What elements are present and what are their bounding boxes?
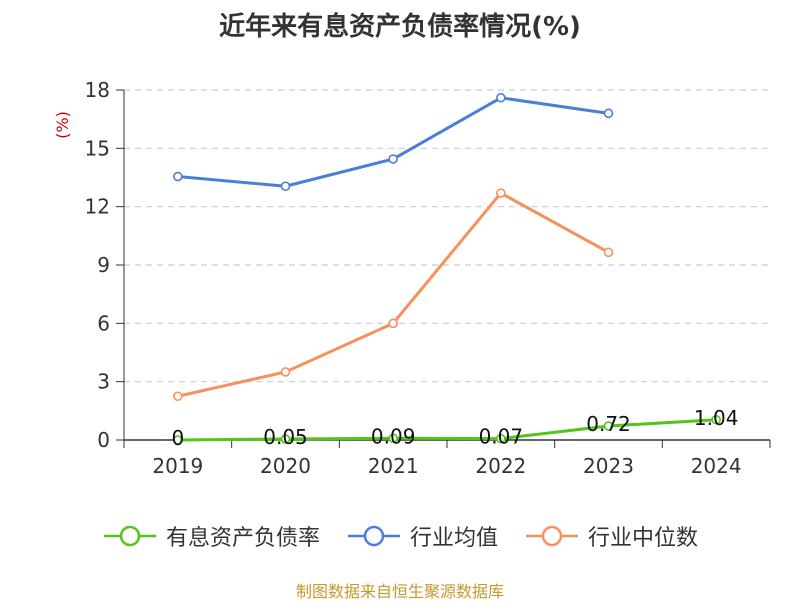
data-label: 0 — [171, 426, 184, 450]
series-line — [177, 418, 717, 442]
data-labels: 0 0.05 0.09 0.07 0.72 1.04 — [171, 406, 738, 450]
legend-swatch — [103, 525, 156, 547]
y-tick-label: 15 — [85, 136, 110, 160]
y-tick-label: 6 — [97, 311, 110, 335]
legend-item[interactable]: 有息资产负债率 — [102, 520, 320, 552]
data-label: 0.05 — [263, 425, 308, 449]
data-point — [388, 318, 398, 329]
grid-lines — [124, 89, 770, 383]
legend-swatch-marker — [119, 525, 141, 547]
y-tick-label: 9 — [97, 253, 110, 277]
x-tick-label: 2021 — [368, 454, 419, 478]
y-tick-label: 18 — [85, 78, 110, 102]
y-tick-label: 0 — [97, 428, 110, 452]
data-label: 0.07 — [479, 425, 524, 449]
data-label: 0.72 — [586, 412, 631, 436]
data-point — [388, 154, 398, 164]
data-point — [280, 434, 291, 444]
source-note: 制图数据来自恒生聚源数据库 — [295, 582, 504, 601]
x-tick-label: 2022 — [475, 454, 526, 478]
legend-label: 行业中位数 — [588, 526, 699, 551]
data-label: 0.09 — [371, 424, 416, 448]
legend-swatch-marker — [363, 525, 385, 547]
legend: 有息资产负债率 行业均值 行业中位数 — [0, 520, 800, 552]
x-tick-label: 2024 — [691, 454, 742, 478]
x-tick-label: 2020 — [260, 454, 311, 478]
legend-swatch — [347, 525, 400, 547]
legend-swatch — [526, 525, 578, 547]
x-tick-label: 2023 — [583, 454, 634, 478]
data-point — [280, 181, 291, 192]
y-axis-label: (%) — [53, 111, 72, 139]
legend-label: 有息资产负债率 — [165, 526, 320, 551]
data-point — [173, 391, 183, 402]
data-point — [280, 367, 291, 377]
legend-item[interactable]: 行业均值 — [346, 520, 498, 552]
data-point — [173, 171, 183, 182]
series-lines — [173, 92, 721, 445]
data-point — [173, 435, 183, 445]
series-line — [177, 96, 609, 188]
data-point — [388, 433, 398, 444]
data-point — [603, 247, 614, 258]
legend-label: 行业均值 — [409, 526, 498, 551]
series-line — [177, 191, 610, 398]
x-tick-label: 2019 — [152, 454, 203, 478]
y-tick-label: 12 — [85, 195, 110, 219]
data-point — [603, 421, 614, 431]
data-point — [496, 188, 506, 198]
data-label: 1.04 — [694, 406, 739, 430]
data-point — [711, 414, 721, 425]
axes: 0 3 6 9 12 15 18 2019 2020 2021 2022 2023 2024 (%) — [53, 78, 771, 478]
y-tick-label: 3 — [97, 370, 110, 394]
data-point — [496, 92, 506, 103]
data-point — [603, 108, 614, 119]
legend-swatch-marker — [541, 525, 563, 547]
chart-title: 近年来有息资产负债率情况(%) — [219, 12, 581, 42]
legend-item[interactable]: 行业中位数 — [524, 520, 698, 552]
data-point — [496, 433, 506, 444]
